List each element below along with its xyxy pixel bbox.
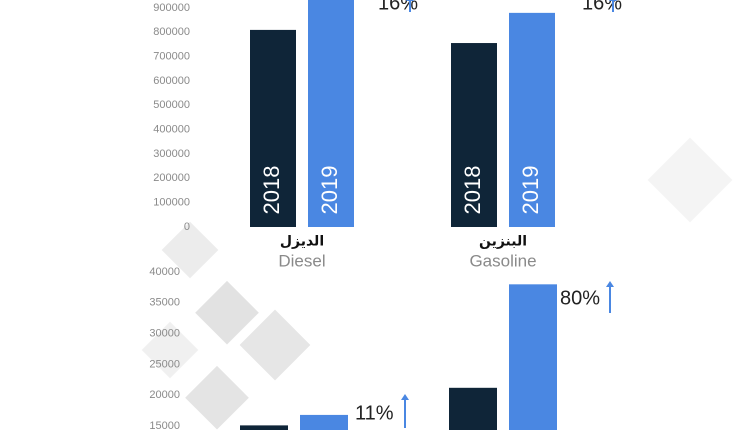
- bar: [250, 29, 296, 228]
- y-tick-label: 15000: [149, 420, 180, 430]
- y-tick-label: 300000: [153, 148, 190, 160]
- y-tick-label: 600000: [153, 75, 190, 87]
- bar: [308, 0, 354, 228]
- diamond: [239, 309, 311, 381]
- y-tick-label: 800000: [153, 26, 190, 38]
- background-pattern: [141, 137, 733, 430]
- bar: [300, 414, 348, 430]
- growth-arrow-head: [609, 0, 617, 1]
- y-tick-label: 900000: [153, 2, 190, 14]
- diamond: [185, 365, 249, 430]
- bar: [509, 12, 555, 227]
- bar: [451, 43, 497, 227]
- bar-series-label: 2019: [317, 166, 342, 215]
- y-tick-label: 400000: [153, 124, 190, 136]
- growth-label: 16%: [378, 0, 418, 14]
- growth-label: 11%: [355, 402, 394, 424]
- y-tick-label: 200000: [153, 172, 190, 184]
- growth-arrow-head: [606, 281, 614, 287]
- y-tick-label: 700000: [153, 51, 190, 63]
- growth-label: 80%: [560, 287, 600, 309]
- category-label-ar: البنزين: [479, 233, 527, 250]
- bar-series-label: 2018: [259, 166, 284, 215]
- category-label: Diesel: [278, 251, 325, 270]
- category-label-ar: الديزل: [280, 233, 324, 250]
- y-tick-label: 40000: [149, 266, 180, 278]
- growth-label: 16%: [582, 0, 622, 14]
- y-tick-label: 20000: [149, 389, 180, 401]
- bar: [240, 425, 288, 430]
- y-tick-label: 25000: [149, 358, 180, 370]
- y-tick-label: 35000: [149, 297, 180, 309]
- y-tick-label: 30000: [149, 328, 180, 340]
- bar: [509, 284, 557, 430]
- bar-series-label: 2018: [460, 166, 485, 215]
- growth-arrow-head: [406, 0, 414, 1]
- category-label: Gasoline: [469, 251, 536, 270]
- diamond: [647, 137, 733, 223]
- y-tick-label: 0: [184, 221, 190, 233]
- bar: [449, 387, 497, 430]
- y-tick-label: 100000: [153, 197, 190, 209]
- growth-arrow-head: [401, 394, 409, 400]
- diamond: [195, 280, 259, 345]
- y-tick-label: 500000: [153, 99, 190, 111]
- bar-series-label: 2019: [518, 166, 543, 215]
